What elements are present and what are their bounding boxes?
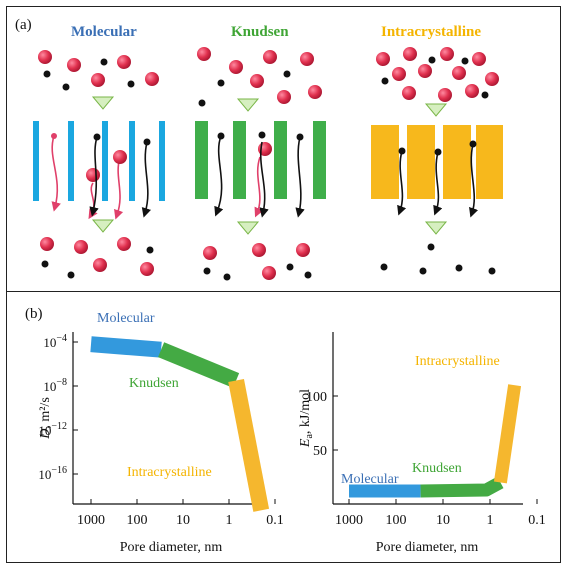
intracrystalline-title: Intracrystalline bbox=[381, 24, 481, 40]
intracrystalline-crystal-block bbox=[371, 125, 399, 199]
left-label-intracrystalline: Intracrystalline bbox=[127, 465, 212, 480]
right-chart-ticks: 1000 100 10 1 0.1 100 50 bbox=[306, 390, 546, 528]
left-band-molecular bbox=[90, 336, 162, 358]
right-x-tick-label: 1 bbox=[487, 513, 494, 528]
knudsen-pore-wall bbox=[274, 121, 287, 199]
panel-b-label: (b) bbox=[25, 306, 43, 322]
knudsen-bottom-molecules bbox=[203, 243, 312, 281]
right-label-molecular: Molecular bbox=[341, 472, 399, 487]
left-band-intracrystalline bbox=[228, 378, 270, 512]
right-label-knudsen: Knudsen bbox=[412, 461, 462, 476]
left-x-axis-title: Pore diameter, nm bbox=[120, 540, 223, 555]
left-x-tick-label: 100 bbox=[127, 513, 148, 528]
intracrystalline-diagram bbox=[371, 47, 503, 275]
intracrystalline-crystal-block bbox=[443, 125, 471, 199]
knudsen-diagram bbox=[195, 47, 326, 281]
intracrystalline-down-arrow-bottom bbox=[424, 221, 448, 235]
knudsen-down-arrow-top bbox=[236, 98, 260, 112]
right-y-tick-label: 50 bbox=[313, 444, 327, 459]
left-label-molecular: Molecular bbox=[97, 311, 155, 326]
panel-b-charts: (b) 1000 100 10 1 0.1 10−4 10−8 10−12 10−16 1000… bbox=[6, 291, 561, 563]
left-y-axis-title: D, m²/s bbox=[38, 397, 53, 440]
right-x-tick-label: 1000 bbox=[335, 513, 363, 528]
panel-a-label: (a) bbox=[15, 17, 32, 33]
molecular-pore-wall bbox=[102, 121, 108, 201]
molecular-pore-wall bbox=[129, 121, 135, 201]
left-band-knudsen bbox=[158, 342, 240, 388]
mechanism-illustration bbox=[33, 47, 503, 281]
intracrystalline-crystal-block bbox=[476, 125, 503, 199]
molecular-top-molecules bbox=[38, 50, 159, 91]
knudsen-title: Knudsen bbox=[231, 24, 289, 40]
panel-a-mechanisms: (a) Molecular Knudsen Intracrystalline bbox=[6, 6, 561, 292]
left-x-tick-label: 1000 bbox=[77, 513, 105, 528]
right-x-tick-label: 0.1 bbox=[528, 513, 546, 528]
molecular-pore-wall bbox=[159, 121, 165, 201]
molecular-diagram bbox=[33, 50, 165, 279]
left-x-tick-label: 0.1 bbox=[266, 513, 284, 528]
knudsen-pore-wall bbox=[233, 121, 246, 199]
molecular-bottom-molecules bbox=[40, 237, 154, 279]
left-chart-ticks: 1000 100 10 1 0.1 10−4 10−8 10−12 10−16 bbox=[38, 333, 283, 528]
right-x-tick-label: 100 bbox=[386, 513, 407, 528]
intracrystalline-down-arrow-top bbox=[424, 103, 448, 117]
left-label-knudsen: Knudsen bbox=[129, 376, 179, 391]
left-y-tick-label: 10−16 bbox=[38, 465, 67, 482]
right-y-axis-title: Ea, kJ/mol bbox=[298, 389, 315, 448]
intracrystalline-top-molecules bbox=[376, 47, 499, 102]
molecular-down-arrow-top bbox=[91, 96, 115, 110]
left-x-tick-label: 1 bbox=[226, 513, 233, 528]
left-y-tick-label: 10−12 bbox=[38, 421, 67, 438]
intracrystalline-bottom-molecules bbox=[380, 243, 496, 275]
knudsen-down-arrow-bottom bbox=[236, 221, 260, 235]
left-chart-bands bbox=[90, 336, 270, 512]
right-band-knudsen bbox=[420, 476, 504, 498]
left-y-tick-label: 10−8 bbox=[43, 377, 67, 394]
molecular-pore-wall bbox=[68, 121, 74, 201]
molecular-down-arrow-bottom bbox=[91, 219, 115, 233]
left-y-tick-label: 10−4 bbox=[43, 333, 67, 350]
knudsen-top-molecules bbox=[197, 47, 322, 107]
molecular-title: Molecular bbox=[71, 24, 137, 40]
right-y-tick-label: 100 bbox=[306, 390, 327, 405]
right-x-tick-label: 10 bbox=[436, 513, 450, 528]
left-x-tick-label: 10 bbox=[176, 513, 190, 528]
knudsen-pore-wall bbox=[313, 121, 326, 199]
right-band-intracrystalline bbox=[493, 384, 522, 484]
right-x-axis-title: Pore diameter, nm bbox=[376, 540, 479, 555]
right-chart-bands bbox=[349, 384, 522, 498]
intracrystalline-crystal-block bbox=[407, 125, 435, 199]
molecular-pore-wall bbox=[33, 121, 39, 201]
right-label-intracrystalline: Intracrystalline bbox=[415, 354, 500, 369]
knudsen-pore-wall bbox=[195, 121, 208, 199]
